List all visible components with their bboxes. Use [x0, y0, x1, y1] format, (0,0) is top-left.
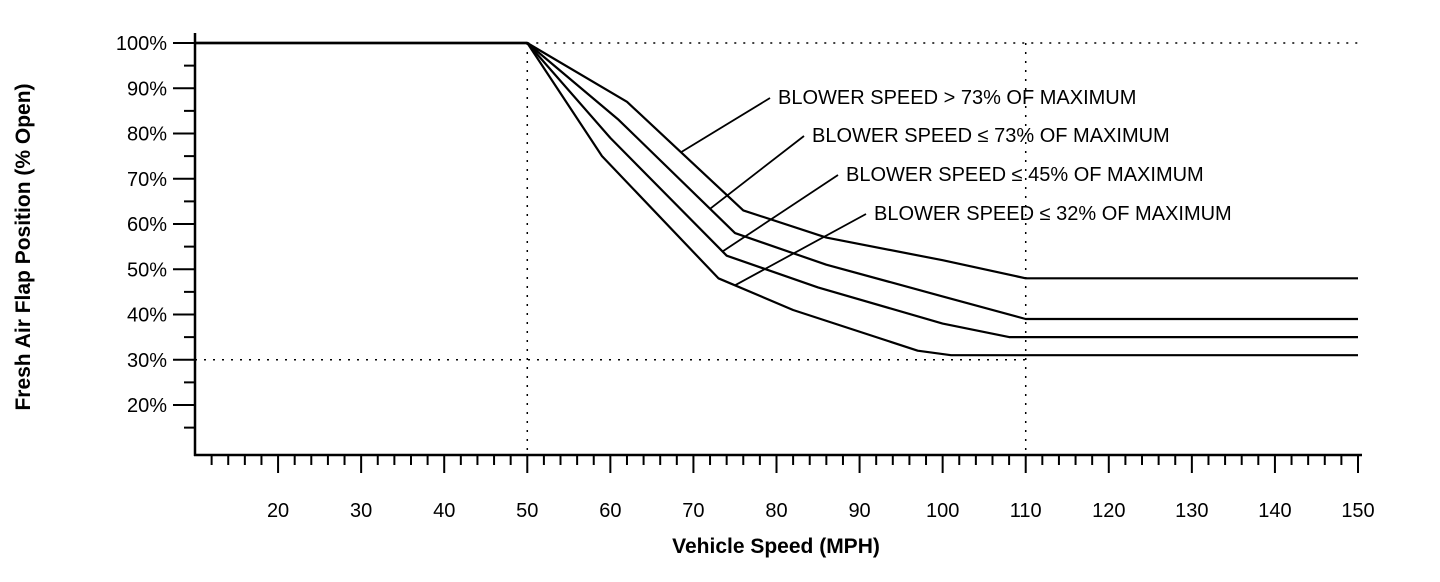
y-tick-label: 70%: [127, 169, 167, 191]
series-line: [195, 41, 1358, 321]
x-tick-label: 150: [1341, 500, 1374, 522]
y-axis-title: Fresh Air Flap Position (% Open): [12, 83, 35, 410]
leader-line: [734, 213, 867, 287]
y-tick-label: 20%: [127, 395, 167, 417]
x-tick-label: 40: [433, 500, 455, 522]
x-tick-label: 100: [926, 500, 959, 522]
series-lines: [195, 41, 1358, 357]
y-tick-label: 80%: [127, 124, 167, 146]
y-tick-label: 100%: [116, 33, 167, 55]
x-tick-label: 20: [267, 500, 289, 522]
series-label: BLOWER SPEED ≤ 73% OF MAXIMUM: [812, 125, 1170, 147]
gridlines: [195, 42, 1358, 455]
series-line: [195, 41, 1358, 339]
leader-line: [709, 135, 805, 210]
x-tick-label: 80: [765, 500, 787, 522]
leader-line: [722, 174, 839, 253]
y-tick-label: 50%: [127, 259, 167, 281]
series-line: [195, 41, 1358, 280]
x-tick-label: 70: [682, 500, 704, 522]
y-tick-label: 60%: [127, 214, 167, 236]
x-tick-label: 50: [516, 500, 538, 522]
series-label: BLOWER SPEED ≤ 45% OF MAXIMUM: [846, 164, 1204, 186]
x-tick-label: 130: [1175, 500, 1208, 522]
x-tick-label: 60: [599, 500, 621, 522]
axes: 20% 30% 40% 50% 60% 70% 80% 90% 100% 20 30 40 50 60 70…: [116, 33, 1375, 522]
series-annotations: BLOWER SPEED > 73% OF MAXIMUM BLOWER SPEE…: [680, 87, 1232, 287]
x-tick-label: 140: [1258, 500, 1291, 522]
series-line: [195, 41, 1358, 357]
y-tick-label: 40%: [127, 305, 167, 327]
series-label: BLOWER SPEED > 73% OF MAXIMUM: [778, 87, 1136, 109]
y-tick-label: 90%: [127, 78, 167, 100]
x-tick-label: 90: [848, 500, 870, 522]
y-tick-label: 30%: [127, 350, 167, 372]
series-label: BLOWER SPEED ≤ 32% OF MAXIMUM: [874, 203, 1232, 225]
x-tick-label: 120: [1092, 500, 1125, 522]
x-tick-label: 30: [350, 500, 372, 522]
x-tick-label: 110: [1010, 500, 1042, 522]
x-axis-title: Vehicle Speed (MPH): [672, 535, 880, 558]
leader-line: [680, 97, 771, 154]
